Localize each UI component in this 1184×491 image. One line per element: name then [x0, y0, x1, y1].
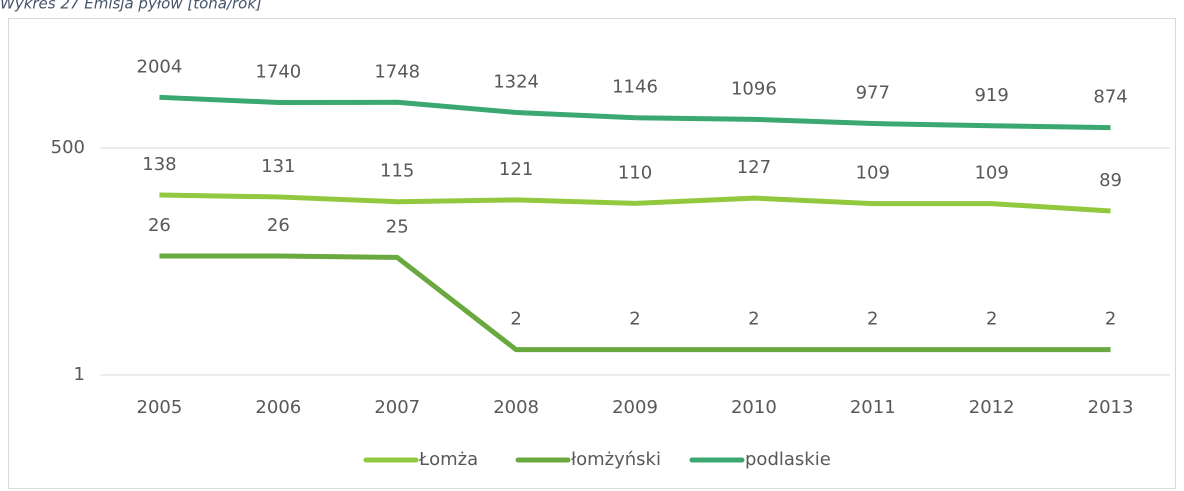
data-label: 1748 [374, 61, 420, 82]
x-tick-label: 2009 [612, 397, 658, 418]
chart-title: Wykres 27 Emisja pyłów [tona/rok] [0, 0, 262, 13]
data-label: 121 [499, 159, 533, 180]
data-label: 1740 [255, 61, 301, 82]
data-label: 1146 [612, 77, 658, 98]
data-label: 127 [737, 157, 771, 178]
data-label: 115 [380, 161, 414, 182]
data-label: 1324 [493, 71, 539, 92]
data-label: 919 [974, 85, 1008, 106]
legend-label: podlaskie [745, 449, 831, 470]
data-label: 25 [386, 216, 409, 237]
x-tick-label: 2010 [731, 397, 777, 418]
series-line [159, 192, 1111, 214]
data-label: 2 [748, 309, 759, 330]
y-tick-label: 1 [74, 364, 85, 385]
x-tick-label: 2005 [137, 397, 183, 418]
data-label: 2 [986, 309, 997, 330]
data-label: 131 [261, 156, 295, 177]
chart-frame [8, 18, 1176, 489]
data-label: 2 [629, 309, 640, 330]
x-tick-label: 2013 [1088, 397, 1134, 418]
data-label: 874 [1093, 87, 1127, 108]
data-label: 138 [142, 154, 176, 175]
data-label: 2 [510, 309, 521, 330]
data-label: 2 [867, 309, 878, 330]
series-line [159, 94, 1111, 131]
data-label: 109 [974, 163, 1008, 184]
x-tick-label: 2007 [374, 397, 420, 418]
series-line [159, 253, 1111, 353]
data-label: 26 [267, 215, 290, 236]
x-tick-label: 2011 [850, 397, 896, 418]
data-label: 2004 [137, 56, 183, 77]
data-label: 977 [856, 83, 890, 104]
legend-label: Łomża [418, 449, 478, 470]
data-label: 2 [1105, 309, 1116, 330]
y-tick-label: 500 [51, 137, 85, 158]
data-label: 109 [856, 163, 890, 184]
x-tick-label: 2006 [255, 397, 301, 418]
data-label: 89 [1099, 170, 1122, 191]
x-tick-label: 2008 [493, 397, 539, 418]
data-label: 26 [148, 215, 171, 236]
legend-label: łomżyński [571, 449, 661, 470]
data-label: 110 [618, 162, 652, 183]
x-tick-label: 2012 [969, 397, 1015, 418]
data-label: 1096 [731, 78, 777, 99]
